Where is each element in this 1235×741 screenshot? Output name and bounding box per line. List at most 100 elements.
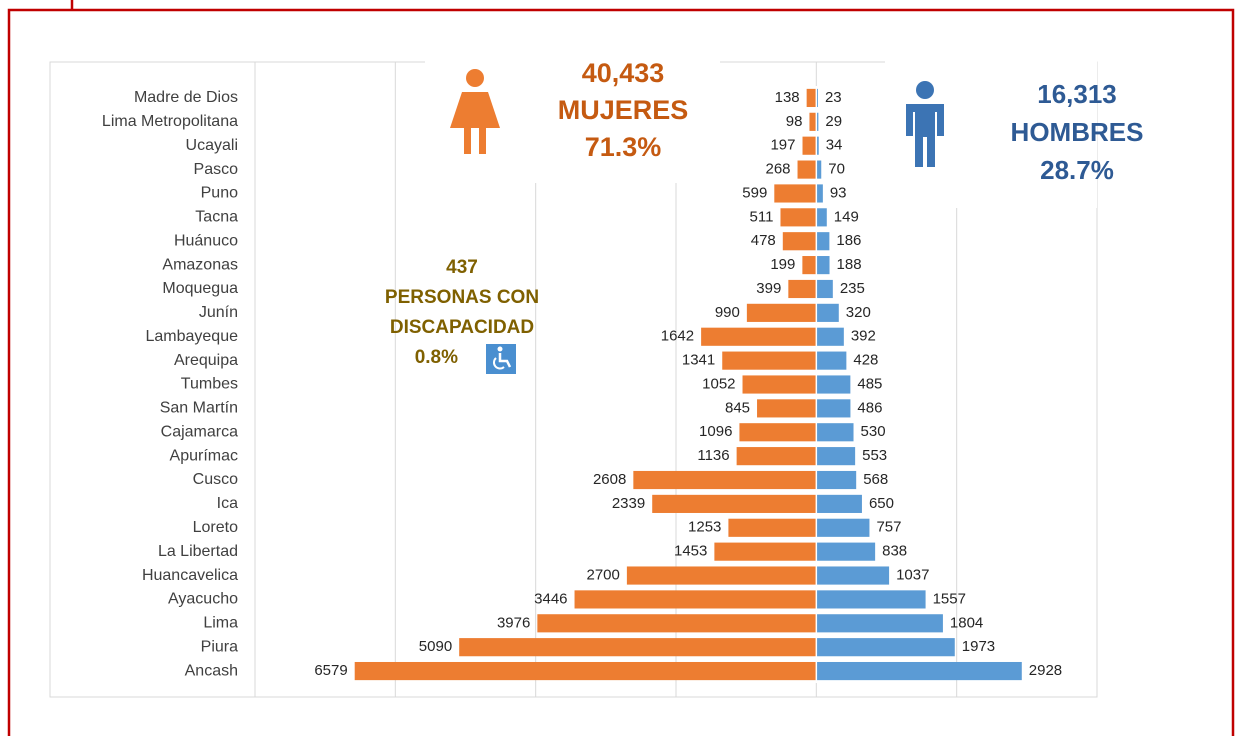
- category-label: Huancavelica: [142, 567, 238, 584]
- value-label: 399: [756, 280, 781, 297]
- bar: [652, 494, 817, 513]
- value-label: 1341: [682, 352, 715, 369]
- value-label: 478: [751, 232, 776, 249]
- bar: [774, 184, 817, 203]
- annotation-text: 16,313: [1037, 79, 1117, 109]
- value-label: 235: [840, 280, 865, 297]
- bar: [816, 208, 827, 227]
- bar: [816, 256, 830, 275]
- bar: [537, 614, 817, 633]
- value-label: 486: [857, 399, 882, 416]
- bar: [354, 661, 817, 681]
- value-label: 845: [725, 399, 750, 416]
- annotation-text: 40,433: [582, 58, 665, 88]
- bar: [816, 614, 943, 633]
- annotation-text: MUJERES: [558, 95, 689, 125]
- value-label: 3976: [497, 614, 530, 631]
- value-label: 1973: [962, 638, 995, 655]
- value-label: 138: [775, 89, 800, 106]
- bar: [714, 542, 817, 561]
- bar: [816, 279, 833, 299]
- annotation-text: 28.7%: [1040, 155, 1114, 185]
- category-label: Loreto: [193, 519, 238, 536]
- bar: [816, 232, 830, 251]
- category-label: Ancash: [185, 662, 238, 679]
- value-label: 568: [863, 471, 888, 488]
- category-label: Amazonas: [162, 256, 238, 273]
- bar: [701, 327, 817, 346]
- value-label: 599: [742, 184, 767, 201]
- value-label: 2339: [612, 495, 645, 512]
- value-label: 268: [765, 161, 790, 178]
- value-label: 199: [770, 256, 795, 273]
- value-label: 2928: [1029, 662, 1062, 679]
- value-label: 2608: [593, 471, 626, 488]
- bar: [728, 518, 817, 537]
- value-label: 1052: [702, 375, 735, 392]
- bar: [816, 494, 862, 513]
- category-label: Arequipa: [174, 352, 238, 369]
- bar: [816, 447, 856, 466]
- category-label: San Martín: [160, 400, 238, 417]
- value-label: 650: [869, 495, 894, 512]
- bar: [459, 638, 817, 657]
- bar: [816, 303, 839, 322]
- bar: [816, 590, 926, 609]
- category-label: Ica: [217, 495, 238, 512]
- annotation-text: 71.3%: [585, 132, 662, 162]
- value-label: 320: [846, 304, 871, 321]
- category-label: Tumbes: [181, 376, 238, 393]
- bar: [816, 423, 854, 442]
- category-label: Apurímac: [170, 447, 238, 464]
- value-label: 3446: [534, 590, 567, 607]
- bar: [780, 208, 817, 227]
- value-label: 93: [830, 184, 847, 201]
- bar: [816, 542, 876, 561]
- category-label: Lima: [203, 615, 238, 632]
- value-label: 1096: [699, 423, 732, 440]
- value-label: 990: [715, 304, 740, 321]
- bar: [739, 423, 817, 442]
- category-label: Puno: [201, 185, 238, 202]
- value-label: 6579: [314, 662, 347, 679]
- bar: [816, 112, 819, 131]
- bar: [816, 566, 890, 585]
- value-label: 1253: [688, 519, 721, 536]
- category-label: Madre de Dios: [134, 89, 238, 106]
- value-label: 98: [786, 113, 803, 130]
- category-label: Huánuco: [174, 232, 238, 249]
- annotations: 40,433 MUJERES 71.3% 16,313 HOMBRES 28.7% 437 P…: [385, 58, 1144, 368]
- bar: [816, 351, 847, 370]
- bar: [806, 88, 817, 108]
- value-label: 1037: [896, 567, 929, 584]
- category-label: Pasco: [194, 161, 239, 178]
- value-label: 1136: [697, 447, 729, 464]
- category-label: La Libertad: [158, 543, 238, 560]
- bar: [816, 661, 1022, 681]
- bar: [802, 256, 817, 275]
- category-label: Junín: [199, 304, 238, 321]
- annotation-text: 437: [446, 257, 478, 278]
- value-label: 485: [857, 375, 882, 392]
- bar: [816, 470, 857, 490]
- value-label: 186: [836, 232, 861, 249]
- value-label: 553: [862, 447, 887, 464]
- value-label: 511: [750, 208, 774, 225]
- category-label: Piura: [201, 638, 238, 655]
- bar: [757, 399, 817, 418]
- bar: [736, 447, 817, 466]
- value-label: 392: [851, 328, 876, 345]
- bar: [722, 351, 817, 370]
- category-label: Lima Metropolitana: [102, 113, 238, 130]
- bar: [816, 327, 844, 346]
- value-label: 1804: [950, 614, 983, 631]
- value-label: 29: [825, 113, 842, 130]
- value-label: 1557: [933, 590, 966, 607]
- bar: [809, 112, 817, 131]
- category-label: Ayacucho: [168, 591, 238, 608]
- value-label: 5090: [419, 638, 452, 655]
- bar: [797, 160, 817, 179]
- category-label: Tacna: [195, 209, 238, 226]
- value-label: 188: [837, 256, 862, 273]
